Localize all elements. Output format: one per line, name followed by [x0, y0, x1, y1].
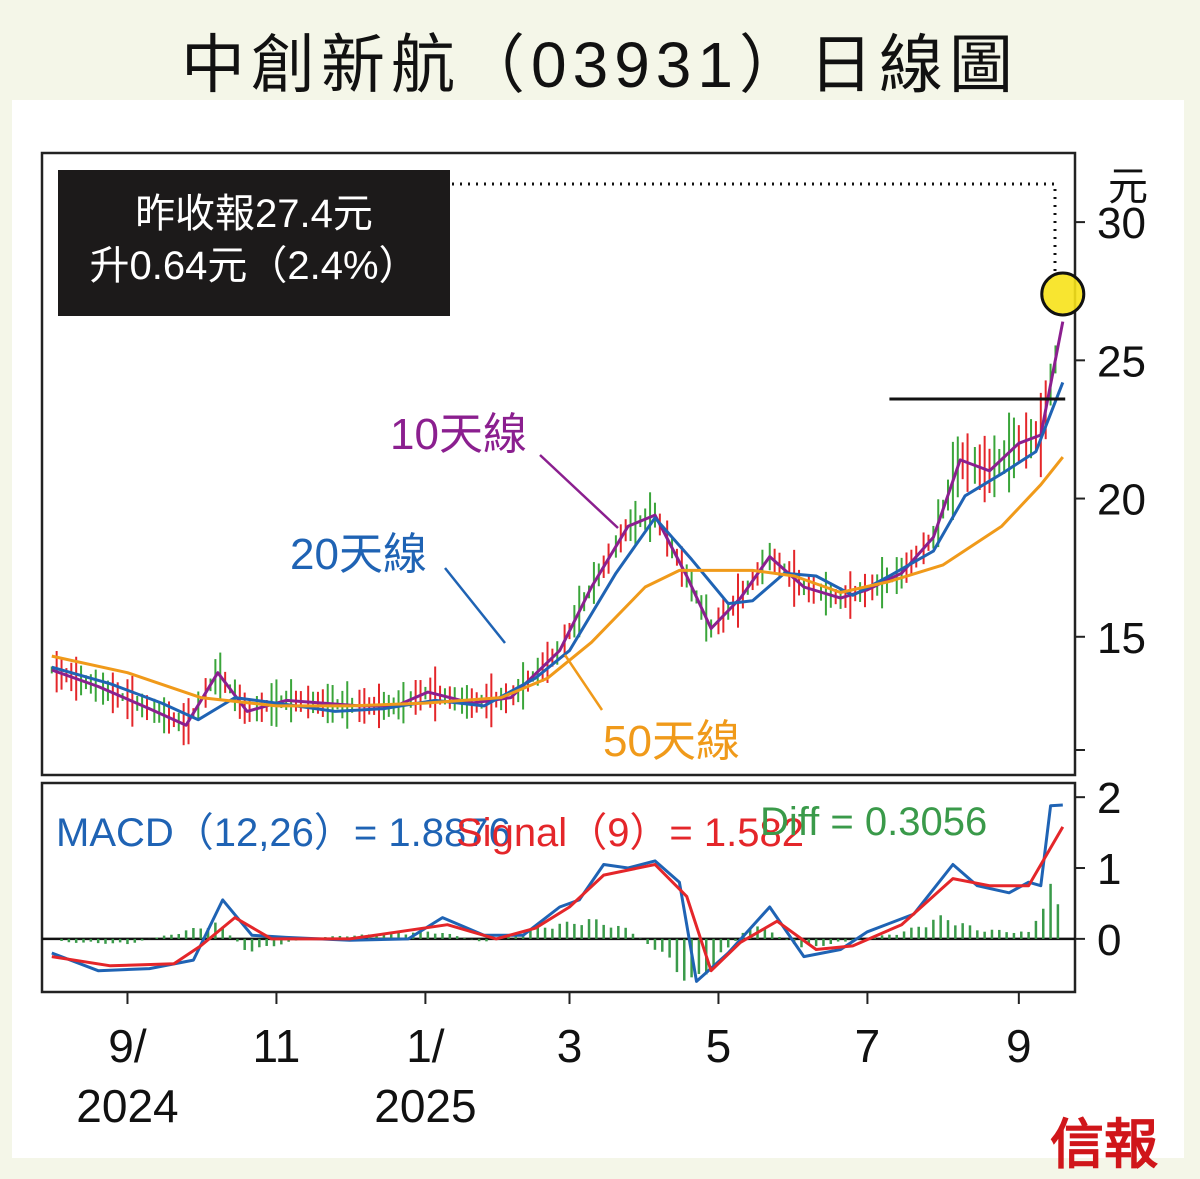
- close-price-pointer: [452, 182, 1057, 274]
- price-panel-frame: [40, 151, 1077, 777]
- y-tick-label-20: 20: [1097, 476, 1146, 525]
- ma50-line: [51, 456, 1064, 708]
- x-tick-label-5: 7: [855, 1020, 881, 1072]
- x-tick-label-2: 1/: [406, 1020, 445, 1072]
- ma10-line: [51, 321, 1065, 727]
- diff-legend: Diff = 0.3056: [760, 800, 988, 844]
- chart-title: 中創新航（03931）日線圖: [181, 29, 1019, 101]
- x-tick-label-1: 11: [253, 1020, 301, 1072]
- info-box: 昨收報27.4元 升0.64元（2.4%）: [58, 170, 450, 316]
- ma50-label: 50天線: [603, 717, 740, 766]
- ma50-leader: [563, 654, 604, 711]
- x-tick-year-0: 2024: [76, 1080, 178, 1132]
- info-change: 升0.64元（2.4%）: [89, 244, 419, 288]
- y-unit-label: 元: [1108, 165, 1148, 209]
- macd-y-tick-label-0: 0: [1097, 916, 1121, 965]
- macd-y-tick-label-2: 2: [1097, 774, 1121, 823]
- x-tick-label-3: 3: [557, 1020, 583, 1072]
- x-tick-year-2: 2025: [374, 1080, 476, 1132]
- x-tick-label-4: 5: [706, 1020, 732, 1072]
- ma20-label: 20天線: [290, 530, 427, 579]
- signal-legend: Signal（9）= 1.582: [456, 811, 805, 855]
- x-tick-label-0: 9/: [108, 1020, 147, 1072]
- macd-legend: MACD（12,26）= 1.8876: [56, 811, 511, 855]
- ma10-label: 10天線: [390, 410, 527, 459]
- ma20-line: [51, 381, 1065, 722]
- macd-panel-frame: [40, 781, 1077, 994]
- info-close-price: 昨收報27.4元: [135, 192, 373, 236]
- x-tick-label-6: 9: [1006, 1020, 1032, 1072]
- xinbao-logo: 信報: [1050, 1112, 1158, 1176]
- signal-line: [51, 826, 1065, 973]
- close-price-marker: [1040, 271, 1086, 317]
- y-tick-label-30: 30: [1097, 199, 1146, 248]
- y-tick-label-15: 15: [1097, 614, 1146, 663]
- ma10-leader: [539, 454, 619, 529]
- y-tick-label-25: 25: [1097, 337, 1146, 386]
- macd-y-tick-label-1: 1: [1097, 845, 1121, 894]
- ma20-leader: [444, 567, 506, 644]
